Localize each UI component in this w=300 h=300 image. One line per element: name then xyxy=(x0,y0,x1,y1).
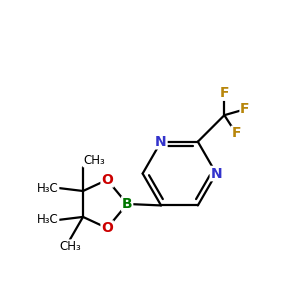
Text: H₃C: H₃C xyxy=(37,182,59,195)
Text: CH₃: CH₃ xyxy=(83,154,105,167)
Text: CH₃: CH₃ xyxy=(59,240,81,253)
Text: N: N xyxy=(155,135,167,149)
Text: H₃C: H₃C xyxy=(37,213,59,226)
Text: F: F xyxy=(240,102,250,116)
Text: F: F xyxy=(231,126,241,140)
Text: F: F xyxy=(220,86,229,100)
Text: O: O xyxy=(101,221,113,235)
Text: O: O xyxy=(101,173,113,187)
Text: B: B xyxy=(122,197,133,211)
Text: N: N xyxy=(210,167,222,181)
